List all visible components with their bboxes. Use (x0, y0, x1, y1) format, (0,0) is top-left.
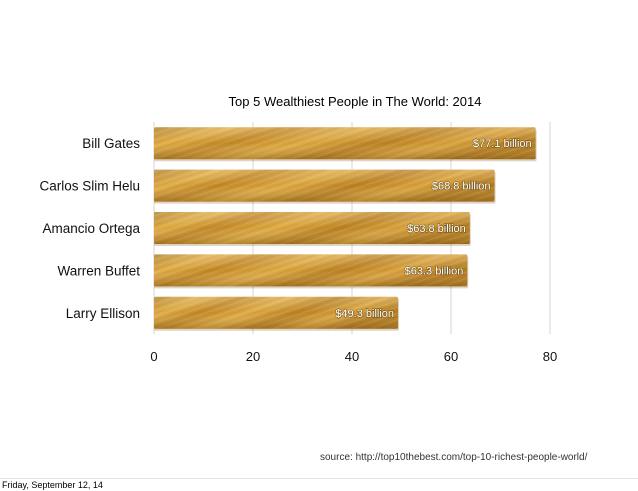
category-label: Warren Buffet (57, 263, 140, 278)
bar-chart: Top 5 Wealthiest People in The World: 20… (39, 94, 557, 364)
footer-date: Friday, September 12, 14 (2, 480, 103, 490)
category-label: Carlos Slim Helu (39, 179, 140, 194)
bars: $77.1 billion $68.8 billion $63.8 billion $… (154, 127, 537, 331)
category-labels: Bill Gates Carlos Slim Helu Amancio Ortega… (39, 136, 140, 321)
bar-shading (154, 169, 495, 202)
x-tick-label: 80 (543, 349, 557, 364)
x-tick-label: 0 (150, 349, 157, 364)
category-label: Bill Gates (82, 136, 140, 151)
source-note: source: http://top10thebest.com/top-10-r… (320, 452, 588, 463)
data-label: $77.1 billion (473, 138, 532, 150)
bar-shading (154, 254, 468, 287)
slide: Top 5 Wealthiest People in The World: 20… (0, 94, 638, 479)
data-label: $68.8 billion (432, 181, 491, 193)
data-label: $63.8 billion (407, 223, 466, 235)
x-axis-ticks: 0 20 40 60 80 (150, 349, 557, 364)
category-label: Larry Ellison (66, 306, 140, 321)
data-label: $63.3 billion (405, 265, 464, 277)
bar-shading (154, 212, 470, 244)
bar-group: $68.8 billion (154, 169, 496, 204)
chart-title: Top 5 Wealthiest People in The World: 20… (229, 94, 482, 109)
data-label: $49.3 billion (335, 308, 394, 320)
category-label: Amancio Ortega (42, 221, 140, 236)
bar-group: $77.1 billion (154, 127, 537, 162)
x-tick-label: 20 (246, 349, 260, 364)
x-tick-label: 60 (444, 349, 458, 364)
bar-group: $49.3 billion (154, 296, 400, 331)
bar-shading (154, 296, 399, 329)
bar-shading (154, 127, 536, 160)
bar-group: $63.3 billion (154, 254, 469, 289)
x-tick-label: 40 (345, 349, 359, 364)
bar-group: $63.8 billion (154, 212, 471, 246)
